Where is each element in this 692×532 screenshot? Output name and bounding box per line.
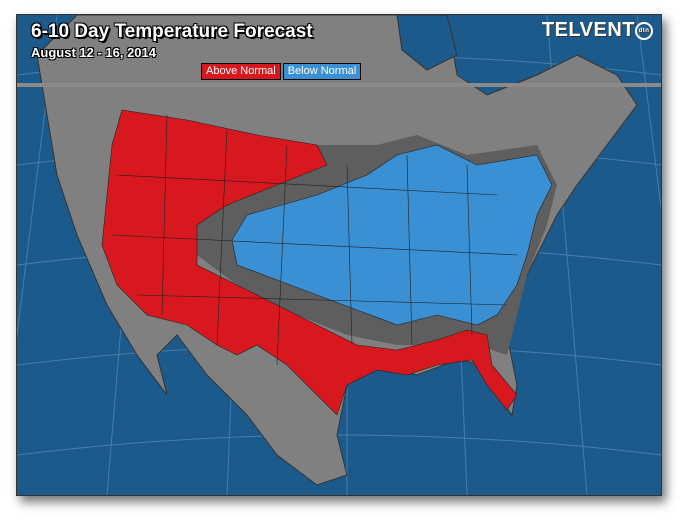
telvent-logo: TELVENT dtn (542, 19, 653, 42)
hudson-bay (396, 15, 458, 71)
state-borders (111, 114, 518, 366)
map-title: 6-10 Day Temperature Forecast (31, 21, 313, 42)
forecast-map-frame: 6-10 Day Temperature Forecast August 12 … (16, 14, 662, 496)
below-normal-region (231, 144, 553, 326)
legend-above-normal: Above Normal (201, 63, 281, 80)
legend-below-normal: Below Normal (282, 63, 362, 80)
header-divider (17, 83, 661, 87)
map-date-range: August 12 - 16, 2014 (31, 45, 156, 60)
dtn-logo-icon: dtn (635, 21, 653, 40)
legend: Above Normal Below Normal (201, 63, 362, 80)
logo-text: TELVENT (541, 19, 635, 41)
forecast-map (17, 15, 661, 495)
above-normal-region (101, 109, 518, 416)
